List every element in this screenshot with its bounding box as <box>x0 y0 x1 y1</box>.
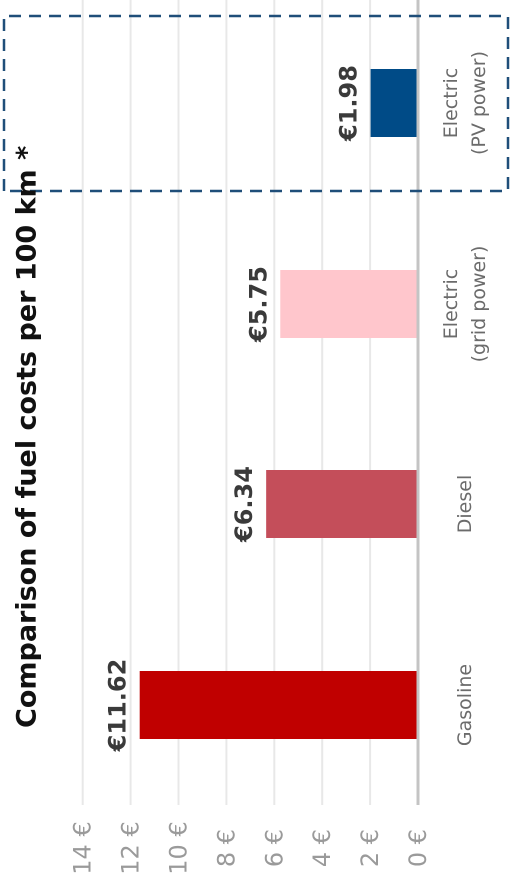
category-label: (PV power) <box>468 51 490 155</box>
chart-title: Comparison of fuel costs per 100 km * <box>12 146 43 728</box>
bar <box>370 69 419 137</box>
highlight-box <box>2 14 510 193</box>
tick-label: 6 € <box>260 829 288 867</box>
value-label: €1.98 <box>335 65 363 142</box>
value-axis: 0 € 2 € 4 € 6 € 8 € 10 € 12 € 14 € <box>69 0 432 875</box>
highlight-box-outline <box>2 14 510 193</box>
tick-label: 14 € <box>69 821 97 874</box>
category-label: Gasoline <box>454 664 476 746</box>
bar <box>280 270 418 338</box>
tick-label: 12 € <box>117 821 145 874</box>
grid-lines <box>81 0 372 805</box>
bars <box>139 69 419 739</box>
value-labels: €11.62 €6.34 €5.75 €1.98 <box>104 65 363 752</box>
category-labels: Gasoline Diesel Electric (grid power) Electr… <box>440 51 490 746</box>
bar <box>266 470 419 538</box>
tick-label: 0 € <box>404 829 432 867</box>
value-label: €5.75 <box>244 266 272 343</box>
category-label: Electric <box>440 269 462 339</box>
tick-label: 4 € <box>308 829 336 867</box>
tick-label: 10 € <box>165 821 193 874</box>
bar <box>139 671 419 739</box>
category-label: Diesel <box>454 475 476 533</box>
category-label: Electric <box>440 68 462 138</box>
value-label: €6.34 <box>230 466 258 543</box>
category-label: (grid power) <box>468 246 490 363</box>
tick-label: 8 € <box>212 829 240 867</box>
value-label: €11.62 <box>104 659 132 753</box>
tick-label: 2 € <box>356 829 384 867</box>
